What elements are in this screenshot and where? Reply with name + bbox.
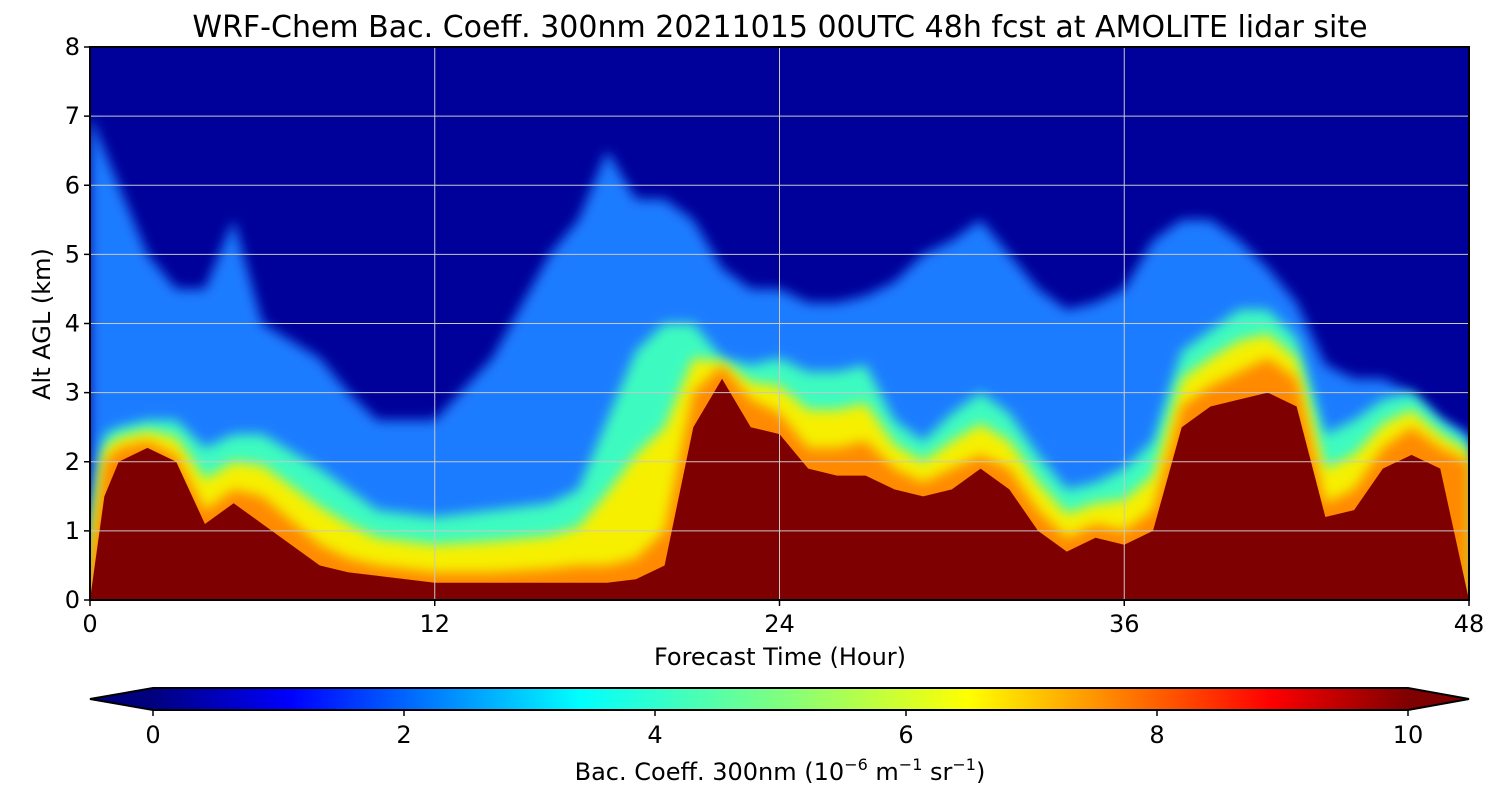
chart-title: WRF-Chem Bac. Coeff. 300nm 20211015 00UT…	[192, 10, 1367, 45]
y-axis-label: Alt AGL (km)	[28, 248, 56, 400]
colorbar-ticks: 0 2 4 6 8 10	[145, 710, 1423, 749]
colorbar: 0 2 4 6 8 10 Bac. Coeff. 300nm (10−6 m−1 sr−1…	[89, 687, 1470, 786]
colorbar-gradient	[153, 688, 1408, 710]
x-axis-ticks: 0 12 24 36 48	[82, 600, 1484, 638]
colorbar-tick-label: 10	[1393, 721, 1424, 749]
y-tick-label: 0	[65, 586, 80, 614]
x-axis-label: Forecast Time (Hour)	[654, 643, 906, 671]
colorbar-under-arrow	[90, 688, 153, 710]
y-tick-label: 5	[65, 240, 80, 268]
x-tick-label: 24	[764, 610, 795, 638]
x-tick-label: 48	[1454, 610, 1485, 638]
y-tick-label: 2	[65, 448, 80, 476]
colorbar-over-arrow	[1408, 688, 1469, 710]
y-axis-ticks: 0 1 2 3 4 5 6 7 8	[65, 33, 90, 614]
y-tick-label: 6	[65, 171, 80, 199]
plot-area	[89, 46, 1470, 601]
y-tick-label: 3	[65, 379, 80, 407]
x-tick-label: 12	[419, 610, 450, 638]
y-tick-label: 7	[65, 102, 80, 130]
x-tick-label: 36	[1109, 610, 1140, 638]
colorbar-tick-label: 6	[898, 721, 913, 749]
y-tick-label: 1	[65, 517, 80, 545]
x-tick-label: 0	[82, 610, 97, 638]
colorbar-tick-label: 2	[396, 721, 411, 749]
colorbar-label: Bac. Coeff. 300nm (10−6 m−1 sr−1)	[575, 755, 986, 786]
y-tick-label: 8	[65, 33, 80, 61]
colorbar-tick-label: 8	[1149, 721, 1164, 749]
colorbar-tick-label: 0	[145, 721, 160, 749]
colorbar-tick-label: 4	[647, 721, 662, 749]
y-tick-label: 4	[65, 310, 80, 338]
